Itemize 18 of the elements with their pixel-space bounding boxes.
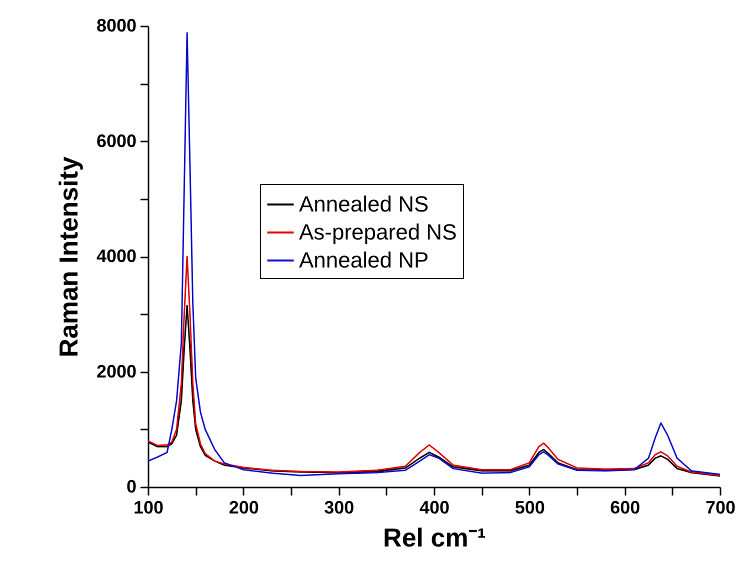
x-tick-label: 700 [705, 498, 736, 518]
x-tick-label: 200 [228, 498, 259, 518]
y-tick-label: 0 [126, 476, 136, 496]
x-tick-label: 400 [419, 498, 450, 518]
x-tick-label: 500 [514, 498, 545, 518]
legend-label: Annealed NP [299, 248, 429, 272]
line-series [148, 32, 720, 476]
y-tick-label: 4000 [96, 246, 136, 266]
y-axis-title: Raman Intensity [53, 156, 84, 358]
legend-label: Annealed NS [299, 192, 429, 216]
y-tick-label: 8000 [96, 16, 136, 36]
x-tick-label: 300 [324, 498, 354, 518]
y-tick-label: 2000 [96, 361, 136, 382]
x-tick-label: 100 [133, 498, 164, 518]
legend-label: As-prepared NS [299, 220, 457, 244]
x-tick-label: 600 [610, 498, 640, 518]
y-tick-label: 6000 [96, 130, 136, 151]
x-axis-title: Rel cm⁻¹ [383, 522, 486, 552]
